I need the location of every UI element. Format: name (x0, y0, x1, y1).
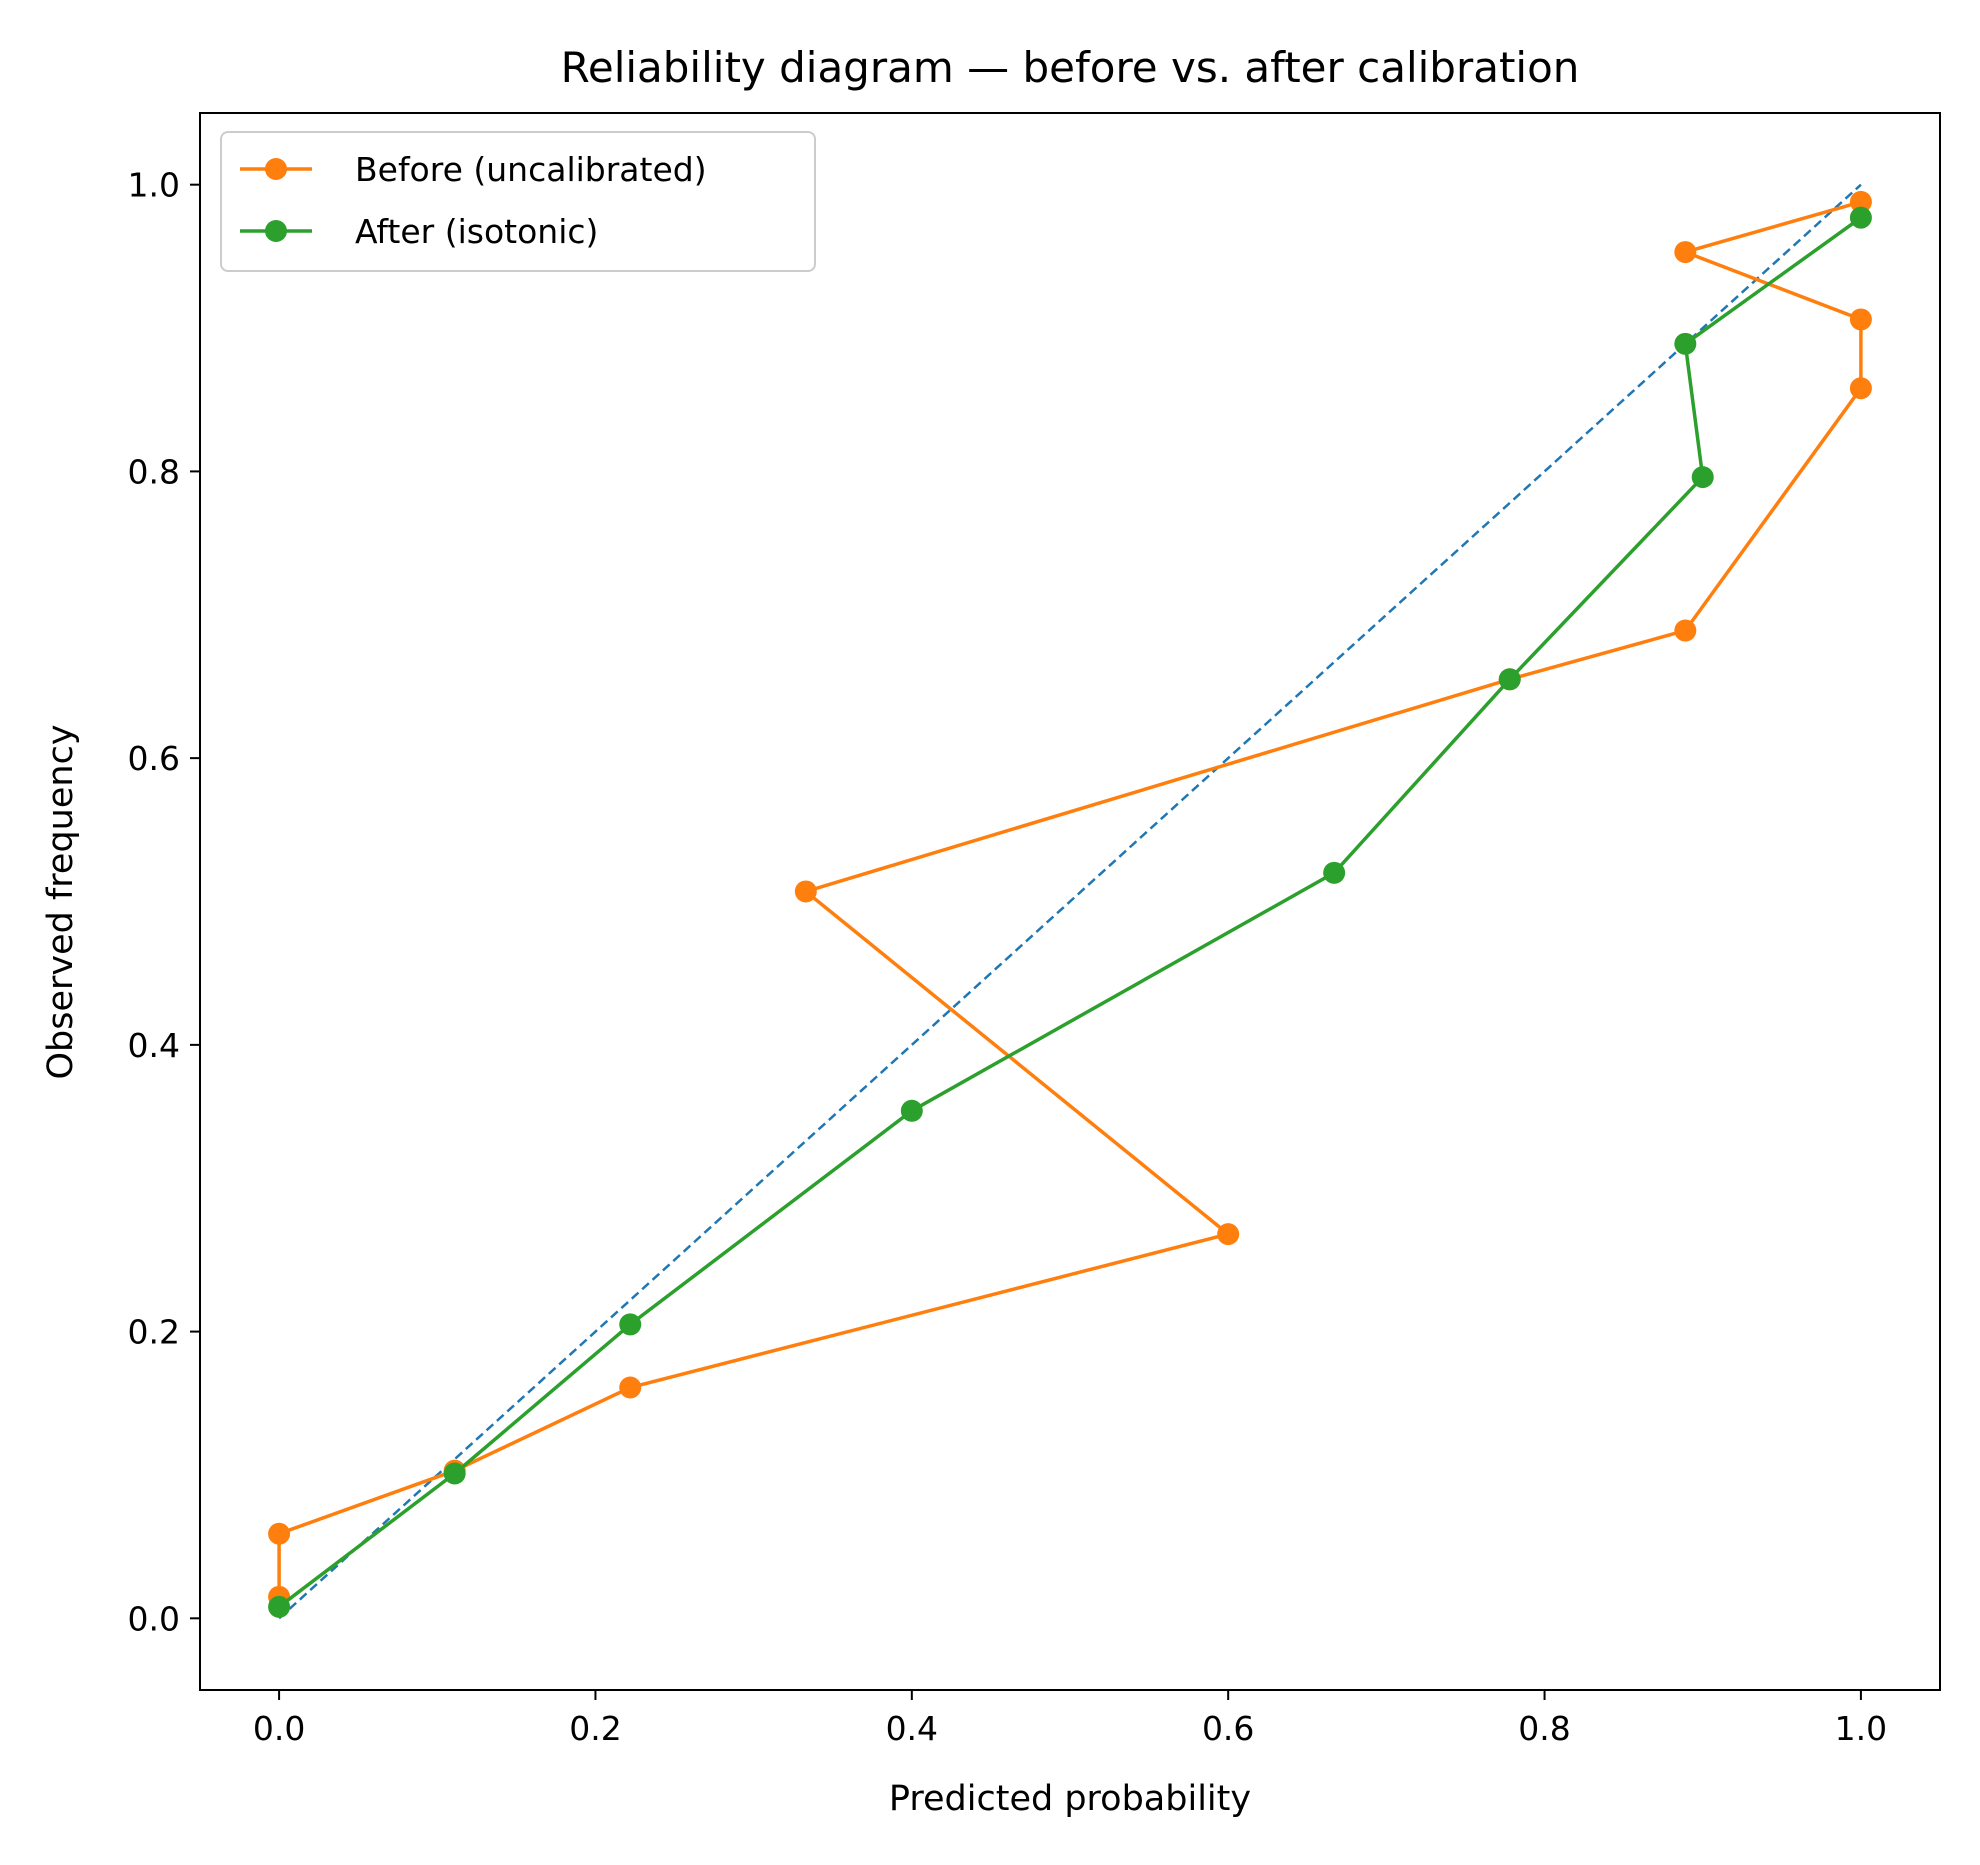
data-point-before (1674, 619, 1697, 642)
data-point-before (1674, 241, 1697, 264)
series-line-before (277, 200, 1863, 1597)
perfect-calibration-line (278, 183, 1862, 1620)
data-point-before (1849, 190, 1872, 213)
x-tick-label: 0.4 (886, 1709, 938, 1748)
x-tick-label: 0.2 (569, 1709, 621, 1748)
legend-label-after: After (isotonic) (355, 212, 598, 251)
data-point-before (1849, 308, 1872, 331)
legend: Before (uncalibrated) After (isotonic) (220, 131, 816, 272)
x-axis-label: Predicted probability (889, 1779, 1251, 1819)
data-point-after (268, 1595, 291, 1618)
data-point-after (619, 1313, 642, 1336)
x-tick-label: 0.6 (1202, 1709, 1254, 1748)
data-point-before (794, 880, 817, 903)
y-tick-label: 0.8 (128, 452, 180, 491)
axis-ticks: 0.0 0.2 0.4 0.6 0.8 1.0 0.0 0.2 0.4 0.6 0.8 1.0 (128, 166, 1888, 1748)
data-point-before (619, 1376, 642, 1399)
y-axis-label: Observed frequency (41, 724, 81, 1079)
legend-marker-after (265, 220, 287, 242)
legend-box (220, 131, 816, 272)
data-point-after (1323, 861, 1346, 884)
x-tick-label: 1.0 (1835, 1709, 1887, 1748)
chart-title: Reliability diagram — before vs. after c… (561, 43, 1580, 92)
y-tick-label: 1.0 (128, 166, 180, 205)
plot-area (268, 183, 1872, 1620)
y-tick-label: 0.6 (128, 739, 180, 778)
y-tick-label: 0.4 (128, 1026, 180, 1065)
data-point-after (1691, 466, 1714, 489)
data-point-after (1849, 206, 1872, 229)
y-tick-label: 0.0 (128, 1599, 180, 1638)
y-tick-label: 0.2 (128, 1313, 180, 1352)
data-point-before (1217, 1223, 1240, 1246)
data-point-after (443, 1462, 466, 1485)
data-point-before (1849, 377, 1872, 400)
legend-marker-before (265, 158, 287, 180)
plot-frame (199, 112, 1941, 1691)
data-point-after (900, 1099, 923, 1122)
data-point-after (1674, 332, 1697, 355)
data-point-after (1498, 668, 1521, 691)
x-tick-label: 0.8 (1518, 1709, 1570, 1748)
data-point-before (268, 1522, 291, 1545)
x-tick-label: 0.0 (253, 1709, 305, 1748)
legend-label-before: Before (uncalibrated) (355, 150, 707, 189)
